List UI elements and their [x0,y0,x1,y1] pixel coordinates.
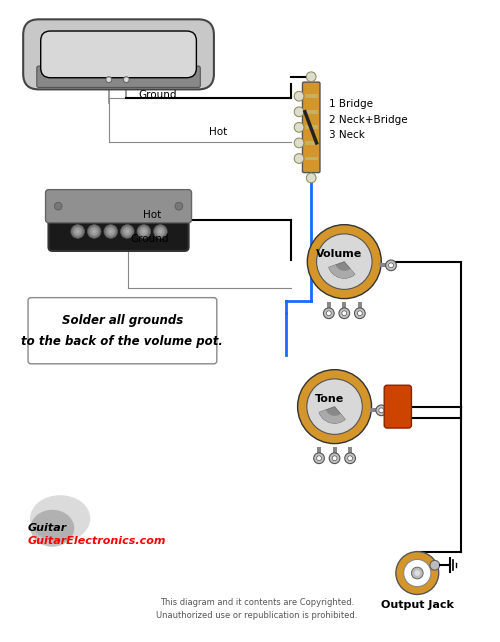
Circle shape [396,551,438,594]
Circle shape [156,227,165,236]
Bar [305,94,318,98]
Text: Unauthorized use or republication is prohibited.: Unauthorized use or republication is pro… [156,611,358,620]
Circle shape [332,456,337,461]
Circle shape [294,138,304,148]
FancyBboxPatch shape [23,19,214,89]
Circle shape [345,453,356,464]
Text: 1 Bridge: 1 Bridge [328,99,372,109]
Text: Hot: Hot [209,127,227,137]
Circle shape [92,230,96,234]
Circle shape [158,230,162,234]
Bar [342,302,346,311]
Circle shape [109,230,112,234]
Ellipse shape [30,495,90,542]
Wedge shape [319,406,345,423]
FancyBboxPatch shape [384,385,411,428]
Text: Volume: Volume [316,249,362,259]
Text: Hot: Hot [143,210,161,220]
Circle shape [308,225,382,299]
Circle shape [294,91,304,101]
Wedge shape [328,262,355,278]
Wedge shape [319,410,345,423]
Circle shape [314,453,324,464]
Text: Guitar: Guitar [28,523,68,534]
Circle shape [294,107,304,117]
FancyBboxPatch shape [40,31,196,78]
Circle shape [342,311,346,316]
Circle shape [404,559,431,587]
Circle shape [88,225,101,238]
Circle shape [294,123,304,132]
Bar [370,408,384,412]
Bar [317,447,321,456]
Circle shape [120,225,134,238]
Bar [358,302,362,311]
Circle shape [142,230,146,234]
Circle shape [379,408,384,413]
FancyBboxPatch shape [37,66,200,87]
FancyBboxPatch shape [46,189,192,223]
Text: Tone: Tone [314,394,344,404]
Bar [305,125,318,129]
Text: 3 Neck: 3 Neck [328,130,364,140]
Circle shape [358,311,362,316]
Circle shape [124,77,129,83]
Circle shape [140,227,148,236]
Text: Output Jack: Output Jack [381,600,454,611]
Circle shape [306,72,316,82]
Bar [332,447,336,456]
Bar [305,157,318,160]
Bar [380,263,394,267]
Circle shape [123,227,132,236]
Circle shape [326,311,331,316]
FancyBboxPatch shape [302,82,320,173]
Circle shape [106,77,112,83]
Circle shape [106,227,115,236]
Text: GuitarElectronics.com: GuitarElectronics.com [28,536,166,546]
Circle shape [298,370,372,444]
Circle shape [388,263,394,268]
Circle shape [76,230,80,234]
Bar [305,110,318,114]
Wedge shape [328,265,355,278]
Circle shape [376,405,386,415]
Circle shape [90,227,98,236]
Bar [327,302,330,311]
Circle shape [307,379,362,435]
Circle shape [414,570,420,576]
Bar [348,447,352,456]
Circle shape [316,234,372,290]
Circle shape [306,173,316,183]
Circle shape [386,260,396,271]
Circle shape [175,202,183,210]
Text: This diagram and it contents are Copyrighted.: This diagram and it contents are Copyrig… [160,598,354,607]
Text: Ground: Ground [138,91,176,100]
FancyBboxPatch shape [28,298,217,364]
Text: Ground: Ground [130,234,168,245]
Circle shape [137,225,150,238]
Bar [305,141,318,145]
Text: to the back of the volume pot.: to the back of the volume pot. [22,335,224,348]
Circle shape [54,202,62,210]
Circle shape [294,153,304,163]
Circle shape [316,456,322,461]
FancyBboxPatch shape [48,204,188,251]
Text: 2 Neck+Bridge: 2 Neck+Bridge [328,114,407,125]
Text: Solder all grounds: Solder all grounds [62,313,183,327]
Circle shape [329,453,340,464]
Circle shape [354,308,365,318]
Circle shape [126,230,129,234]
Circle shape [430,560,440,570]
Circle shape [324,308,334,318]
Circle shape [104,225,118,238]
Circle shape [74,227,82,236]
Ellipse shape [30,510,74,547]
Circle shape [339,308,349,318]
Circle shape [348,456,352,461]
Circle shape [412,567,423,579]
Circle shape [71,225,85,238]
Circle shape [154,225,167,238]
